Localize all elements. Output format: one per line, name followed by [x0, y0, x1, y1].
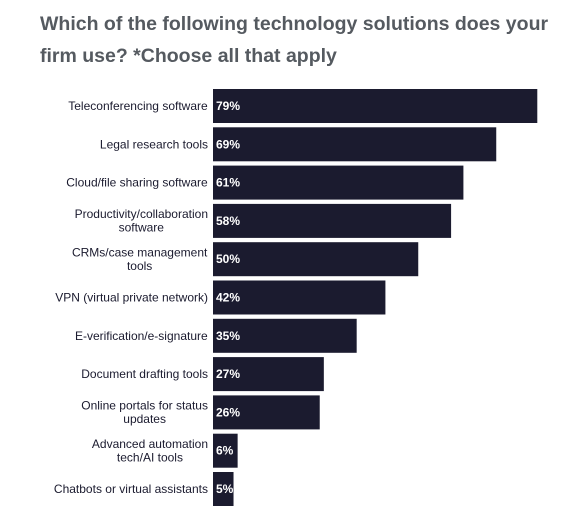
category-label: VPN (virtual private network)	[55, 291, 208, 305]
bar	[213, 318, 357, 353]
category-label: Document drafting tools	[81, 367, 208, 381]
category-label-line: tools	[127, 259, 152, 273]
bar	[213, 165, 464, 200]
category-label: Teleconferencing software	[68, 99, 208, 113]
category-label-line: Chatbots or virtual assistants	[54, 482, 208, 496]
category-label-line: Productivity/collaboration	[75, 207, 208, 221]
bar	[213, 357, 324, 392]
bar	[213, 89, 538, 123]
value-label: 27%	[216, 367, 240, 381]
category-label-line: software	[119, 221, 165, 235]
category-label-line: Teleconferencing software	[68, 99, 208, 113]
category-label-line: E-verification/e-signature	[75, 329, 208, 343]
category-label: Chatbots or virtual assistants	[54, 482, 208, 496]
category-label: Productivity/collaboration software	[75, 207, 208, 235]
category-label-line: tech/AI tools	[117, 450, 183, 464]
bar	[213, 433, 238, 468]
category-label-line: Online portals for status	[81, 399, 208, 413]
value-label: 6%	[216, 444, 234, 458]
bar	[213, 280, 386, 315]
bar	[213, 203, 452, 238]
bar	[213, 395, 320, 430]
category-label-line: Document drafting tools	[81, 367, 208, 381]
bar	[213, 127, 497, 162]
category-label: E-verification/e-signature	[75, 329, 208, 343]
value-label: 79%	[216, 99, 240, 113]
value-label: 26%	[216, 405, 240, 419]
category-label-line: VPN (virtual private network)	[55, 291, 208, 305]
category-label: Cloud/file sharing software	[66, 176, 208, 190]
category-label: CRMs/case management tools	[72, 245, 208, 273]
value-label: 35%	[216, 329, 240, 343]
category-label-line: Legal research tools	[100, 137, 208, 151]
bar	[213, 242, 419, 277]
bar	[213, 472, 234, 506]
bars-layer: 79% 69% 61% 58% 50% 42% 35% 27% 26% 6% 5%	[213, 89, 538, 506]
value-label: 42%	[216, 291, 240, 305]
value-label: 69%	[216, 137, 240, 151]
category-labels-layer: Teleconferencing software Legal research …	[54, 99, 208, 496]
category-label-line: CRMs/case management	[72, 245, 208, 259]
value-label: 61%	[216, 176, 240, 190]
value-label: 5%	[216, 482, 234, 496]
value-label: 50%	[216, 252, 240, 266]
value-label: 58%	[216, 214, 240, 228]
chart-title: Which of the following technology soluti…	[40, 13, 549, 67]
category-label: Advanced automation tech/AI tools	[92, 437, 208, 465]
category-label-line: Cloud/file sharing software	[66, 176, 208, 190]
category-label: Legal research tools	[100, 137, 208, 151]
category-label-line: Advanced automation	[92, 437, 208, 451]
category-label: Online portals for status updates	[81, 399, 208, 427]
category-label-line: updates	[123, 412, 166, 426]
